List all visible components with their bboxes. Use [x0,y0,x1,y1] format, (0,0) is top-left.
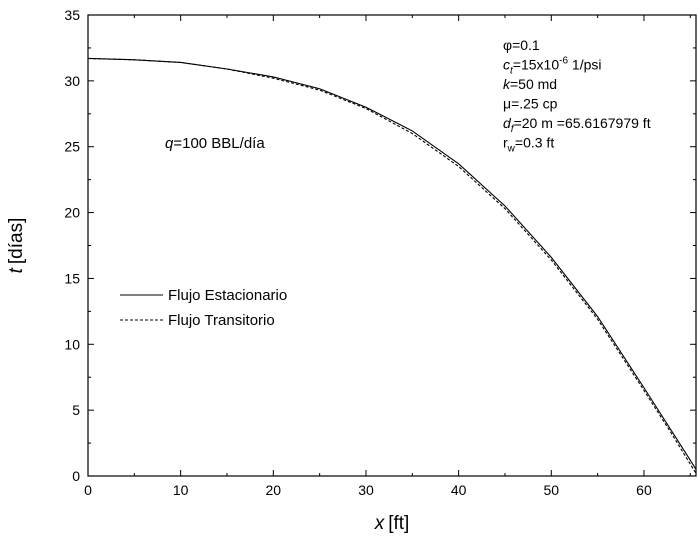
param-line: k=50 md [503,76,557,92]
y-tick-label: 0 [72,468,80,484]
param-line: φ=0.1 [503,37,540,53]
x-tick-label: 0 [84,482,92,498]
x-tick-label: 40 [451,482,467,498]
plot-frame [87,14,697,477]
series-lines [87,57,697,474]
y-tick-label: 10 [64,336,80,352]
axis-ticks [87,14,696,477]
x-tick-label: 10 [173,482,189,498]
param-line: μ=.25 cp [503,96,558,112]
y-tick-label: 25 [64,139,80,155]
y-tick-label: 35 [64,7,80,23]
legend: Flujo Estacionario Flujo Transitorio [120,287,287,329]
series-line-2 [87,57,697,474]
x-tick-label: 60 [636,482,652,498]
x-tick-label: 20 [266,482,282,498]
param-line: df=20 m =65.6167979 ft [503,115,651,135]
y-tick-label: 15 [64,270,80,286]
x-axis-label: x [ft] [374,513,410,534]
legend-label-2: Flujo Transitorio [168,312,275,329]
flow-rate-annotation: q=100 BBL/día [165,135,265,152]
y-tick-label: 20 [64,205,80,221]
axis-tick-labels: 0 10 20 30 40 50 60 0 5 10 15 20 25 30 35 [64,7,652,498]
param-line: ct=15x10-6 1/psi [503,56,601,77]
legend-label-1: Flujo Estacionario [168,287,287,304]
y-tick-label: 5 [72,402,80,418]
y-tick-label: 30 [64,73,80,89]
x-tick-label: 30 [358,482,374,498]
y-axis-label: t[días] [6,218,27,274]
param-line: rw=0.3 ft [503,135,554,155]
x-tick-label: 50 [544,482,560,498]
